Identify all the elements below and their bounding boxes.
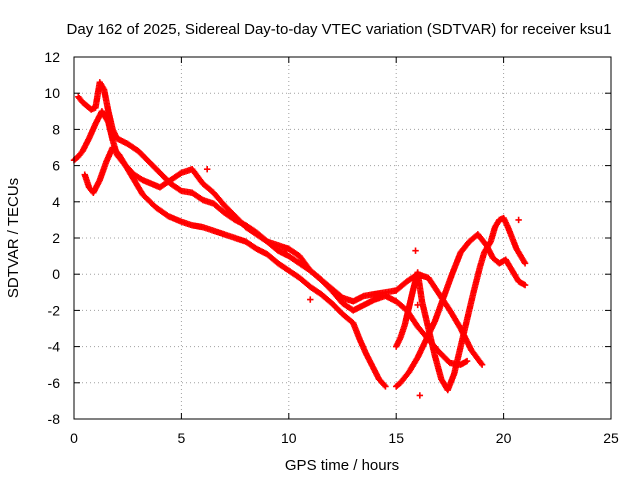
data-point xyxy=(412,247,419,254)
y-tick-label: -6 xyxy=(48,375,61,391)
x-tick-label: 5 xyxy=(178,430,186,446)
y-tick-label: -2 xyxy=(48,302,61,318)
x-tick-label: 10 xyxy=(281,430,297,446)
y-tick-label: 2 xyxy=(52,230,60,246)
data-point xyxy=(283,247,290,254)
y-tick-label: 8 xyxy=(52,121,60,137)
data-point xyxy=(477,360,485,367)
data-point xyxy=(414,301,421,309)
data-point xyxy=(515,216,522,224)
x-tick-label: 0 xyxy=(70,430,78,446)
grid-lines xyxy=(74,57,611,419)
data-point xyxy=(478,361,486,368)
y-tick-label: -4 xyxy=(48,339,61,355)
data-point xyxy=(463,357,471,365)
y-axis-label: SDTVAR / TECUs xyxy=(5,178,22,298)
data-point xyxy=(521,281,529,289)
y-tick-label: 10 xyxy=(44,85,60,101)
data-point xyxy=(203,166,211,173)
y-axis-ticks: -8 -6 -4 -2 0 2 4 6 8 10 12 xyxy=(44,49,611,427)
y-tick-label: 4 xyxy=(52,194,60,210)
x-axis-ticks: 0 5 10 15 20 25 xyxy=(70,57,619,446)
data-point xyxy=(521,260,529,267)
x-tick-label: 20 xyxy=(496,430,512,446)
data-point xyxy=(307,296,314,303)
chart-title: Day 162 of 2025, Sidereal Day-to-day VTE… xyxy=(67,21,612,38)
x-axis-label: GPS time / hours xyxy=(285,457,399,474)
y-tick-label: 0 xyxy=(52,266,60,282)
data-point xyxy=(382,383,389,390)
y-tick-label: 12 xyxy=(44,49,60,65)
data-point xyxy=(381,382,388,389)
y-tick-label: 6 xyxy=(52,158,60,174)
x-tick-label: 15 xyxy=(388,430,404,446)
y-tick-label: -8 xyxy=(48,411,61,427)
x-tick-label: 25 xyxy=(603,430,619,446)
data-points xyxy=(70,79,529,399)
data-point xyxy=(416,392,424,399)
